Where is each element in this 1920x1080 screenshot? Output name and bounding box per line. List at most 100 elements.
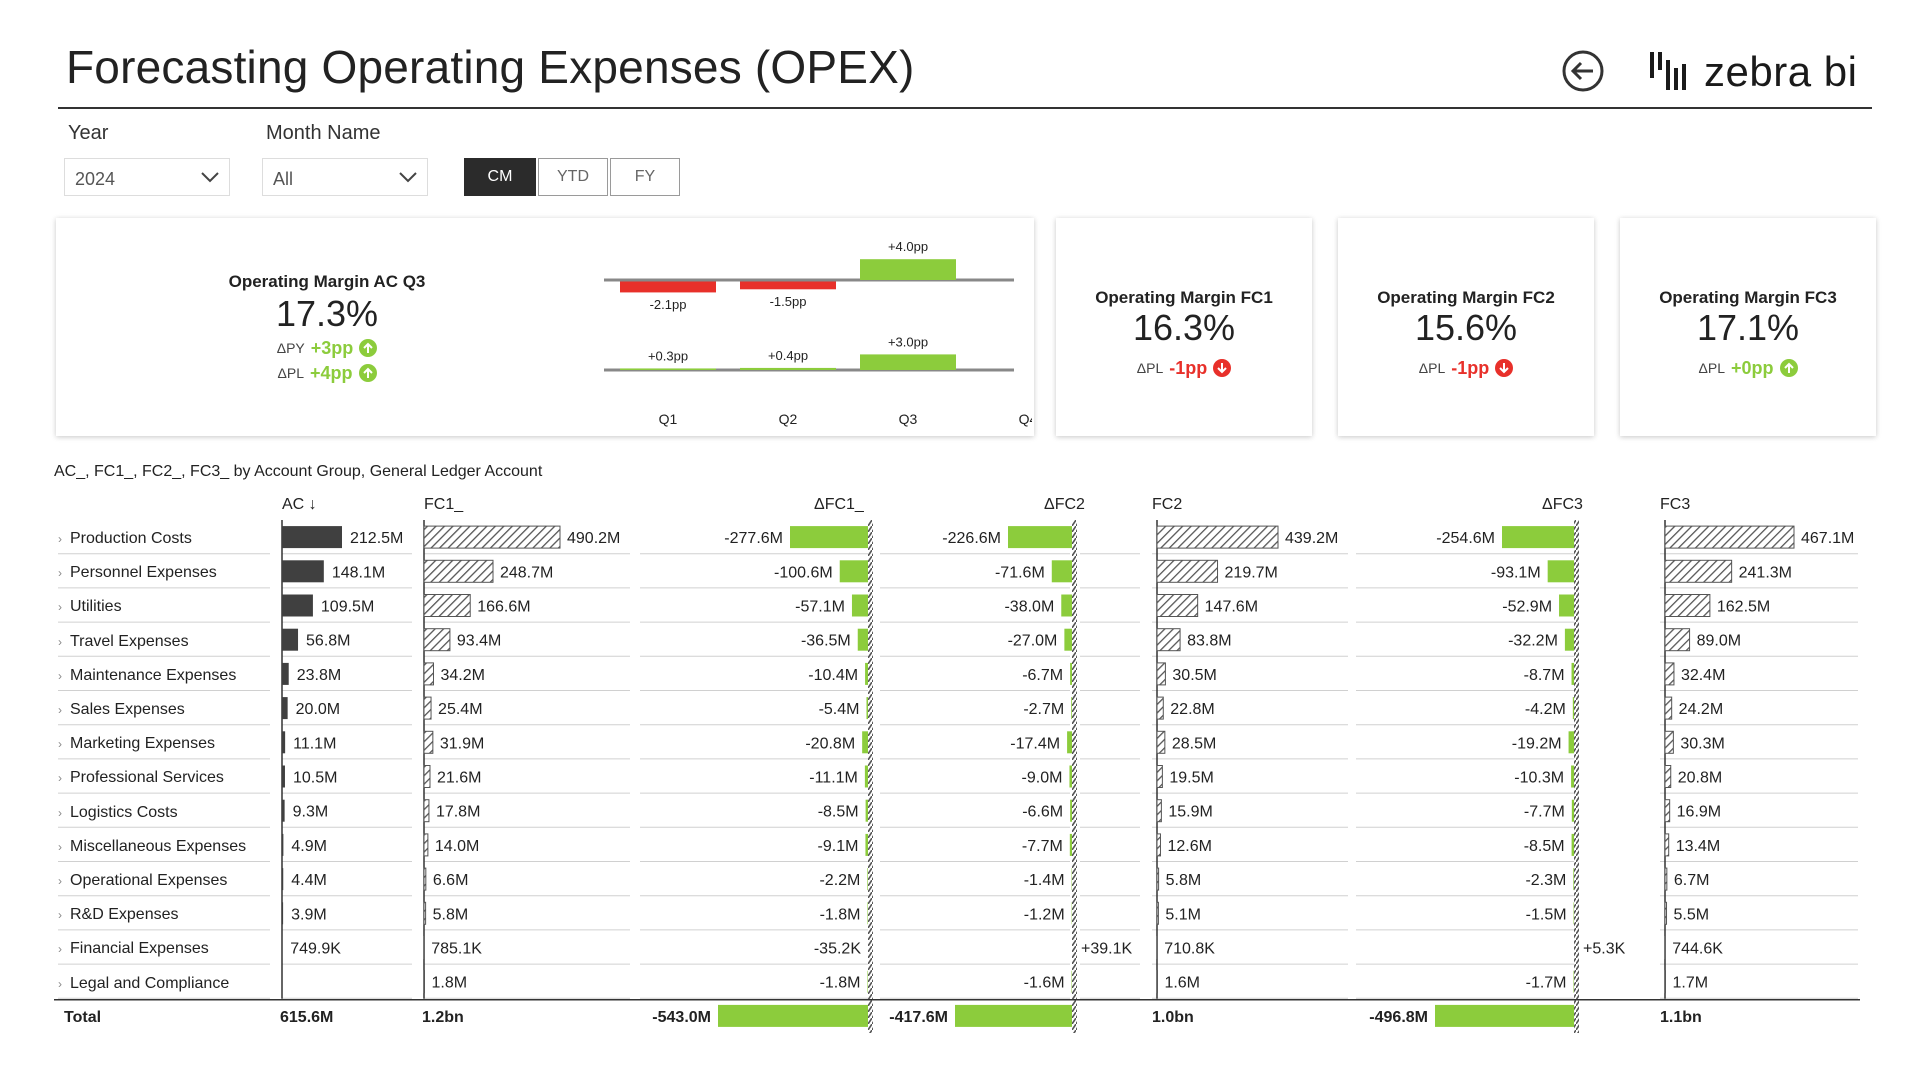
fc2-value-label: 30.5M — [1172, 667, 1216, 684]
fc2-bar — [1156, 730, 1166, 754]
dfc1-value-label: -57.1M — [795, 599, 845, 616]
dfc2-value-label: -27.0M — [1008, 633, 1058, 650]
dfc2-bar — [1069, 765, 1072, 788]
fc1-value-label: 166.6M — [477, 599, 530, 616]
fc1-bar — [423, 730, 434, 754]
dfc3-value-label: -1.7M — [1526, 975, 1567, 992]
dfc2-bar — [1067, 731, 1072, 754]
delta-py-label: ΔPY — [276, 340, 305, 357]
table-row[interactable]: › Personnel Expenses — [58, 564, 217, 582]
py-delta-bar — [860, 259, 956, 280]
fc2-bar — [1156, 594, 1199, 617]
table-row[interactable]: › Travel Expenses — [58, 633, 189, 651]
table-row[interactable]: › Logistics Costs — [58, 804, 178, 822]
month-dropdown[interactable]: All — [262, 158, 428, 196]
delta-pl-value: -1pp — [1451, 357, 1490, 378]
chevron-right-icon: › — [58, 600, 62, 615]
period-button-cm[interactable]: CM — [464, 158, 536, 196]
fc3-bar — [1664, 901, 1668, 925]
fc3-bar — [1664, 662, 1675, 686]
table-row[interactable]: › Marketing Expenses — [58, 735, 215, 753]
fc1-bar — [423, 594, 471, 617]
period-button-ytd[interactable]: YTD — [538, 158, 608, 196]
table-row[interactable]: › Operational Expenses — [58, 872, 227, 890]
dfc2-bar — [1008, 526, 1072, 549]
row-label: Sales Expenses — [70, 701, 185, 718]
table-row[interactable]: › Utilities — [58, 598, 122, 616]
year-dropdown[interactable]: 2024 — [64, 158, 230, 196]
table-row[interactable]: › Legal and Compliance — [58, 975, 229, 993]
py-delta-bar — [740, 281, 836, 290]
fc2-bar — [1156, 696, 1164, 720]
chevron-right-icon: › — [58, 908, 62, 923]
chevron-right-icon: › — [58, 839, 62, 854]
fc2-bar — [1156, 901, 1159, 925]
fc1-value-label: 93.4M — [457, 633, 501, 650]
dfc2-bar — [1069, 833, 1072, 856]
dfc1-bar — [839, 560, 868, 583]
month-value: All — [273, 169, 294, 189]
table-row[interactable]: › Financial Expenses — [58, 940, 209, 958]
dfc3-bar — [1571, 765, 1574, 788]
fc1-value-label: 14.0M — [435, 838, 479, 855]
pl-delta-bar — [860, 354, 956, 370]
table-row[interactable]: › Sales Expenses — [58, 701, 185, 719]
chevron-right-icon: › — [58, 737, 62, 752]
fc2-value-label: 12.6M — [1167, 838, 1211, 855]
dfc1-bar — [851, 594, 868, 617]
chevron-right-icon: › — [58, 771, 62, 786]
dfc3-total-bar — [1435, 1004, 1574, 1027]
pl-delta-label: +0.3pp — [648, 348, 688, 363]
ac-bar — [282, 902, 284, 925]
dfc3-bar — [1564, 628, 1574, 651]
col-header-dfc2[interactable]: ΔFC2 — [1044, 496, 1085, 513]
dfc2-value-label: -7.7M — [1022, 838, 1063, 855]
col-header-dfc1[interactable]: ΔFC1_ — [814, 496, 864, 513]
fc3-bar — [1664, 833, 1670, 857]
table-row[interactable]: › R&D Expenses — [58, 906, 179, 924]
col-header-fc3[interactable]: FC3 — [1660, 496, 1691, 513]
table-row[interactable]: › Production Costs — [58, 530, 192, 548]
fc2-bar — [1156, 559, 1219, 583]
period-button-fy[interactable]: FY — [610, 158, 680, 196]
table-row[interactable]: › Professional Services — [58, 769, 224, 787]
ac-bar — [282, 628, 299, 651]
fc2-value-label: 219.7M — [1225, 564, 1278, 581]
table-row[interactable]: › Miscellaneous Expenses — [58, 838, 246, 856]
variance-table-chart: 212.5M 148.1M 109.5M 56.8M 23.8M 20.0M 11.1M 10… — [54, 520, 1860, 1033]
fc2-bar — [1156, 765, 1163, 788]
row-label: Professional Services — [70, 769, 224, 787]
chevron-right-icon: › — [58, 805, 62, 820]
dfc3-value-label: -19.2M — [1512, 735, 1562, 752]
dfc2-value-label: -1.2M — [1024, 906, 1065, 923]
col-header-ac[interactable]: AC ↓ — [282, 496, 317, 513]
back-arrow-icon[interactable] — [1560, 48, 1606, 94]
row-label: Logistics Costs — [70, 803, 178, 821]
dfc3-hatched-axis — [1574, 520, 1579, 1033]
row-label: Production Costs — [70, 530, 192, 547]
fc2-value-label: 15.9M — [1168, 804, 1212, 821]
ac-bar — [282, 765, 285, 788]
fc1-value-label: 31.9M — [440, 735, 484, 752]
dfc3-value-label: -7.7M — [1524, 804, 1565, 821]
fc3-bar — [1664, 765, 1672, 788]
fc2-value-label: 5.1M — [1165, 906, 1201, 923]
ac-value-label: 11.1M — [293, 735, 336, 752]
dfc2-total-bar — [955, 1004, 1072, 1027]
row-label: Miscellaneous Expenses — [70, 837, 247, 855]
month-label: Month Name — [266, 122, 381, 144]
col-header-fc1[interactable]: FC1_ — [424, 496, 464, 513]
col-header-fc2[interactable]: FC2 — [1152, 496, 1183, 513]
table-row[interactable]: › Maintenance Expenses — [58, 667, 236, 685]
col-header-dfc3[interactable]: ΔFC3 — [1542, 496, 1583, 513]
fc2-value-label: 710.8K — [1164, 941, 1215, 958]
dfc1-bar — [867, 902, 868, 925]
fc3-value-label: 32.4M — [1681, 667, 1725, 684]
dfc1-value-label: -35.2K — [814, 941, 861, 958]
dfc2-value-label: -38.0M — [1004, 599, 1054, 616]
dfc3-value-label: -8.5M — [1524, 838, 1565, 855]
dfc2-bar — [1051, 560, 1072, 583]
fc1-value-label: 490.2M — [567, 530, 620, 547]
fc1-value-label: 17.8M — [436, 804, 480, 821]
dfc1-hatched-axis — [868, 520, 873, 1033]
